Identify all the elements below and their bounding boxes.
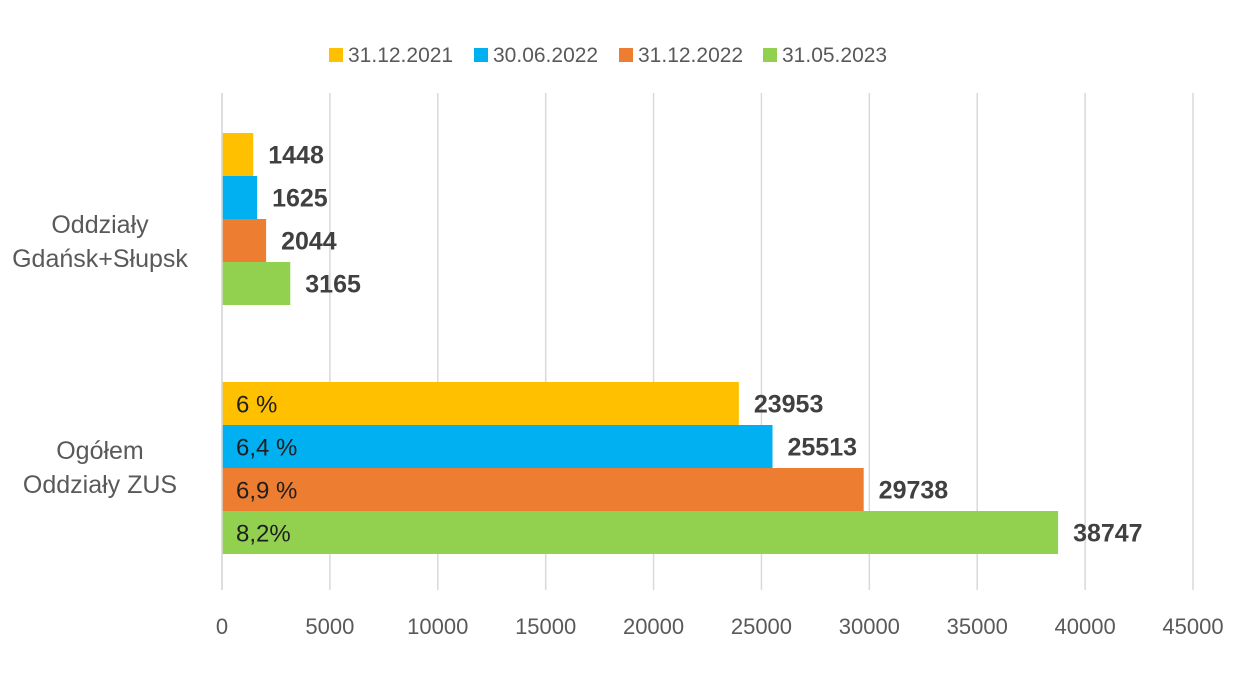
x-tick-label: 0 (216, 614, 228, 639)
x-tick-label: 40000 (1055, 614, 1116, 639)
legend-swatch (619, 48, 633, 62)
bar (222, 133, 254, 176)
bar (222, 382, 739, 425)
value-label: 1625 (272, 185, 328, 213)
value-label: 2044 (281, 228, 337, 256)
percent-label: 6 % (236, 392, 277, 419)
value-label: 29738 (879, 477, 949, 505)
x-tick-label: 20000 (623, 614, 684, 639)
x-tick-label: 35000 (947, 614, 1008, 639)
category-label: Ogółem Oddziały ZUS (23, 437, 177, 499)
x-tick-label: 15000 (515, 614, 576, 639)
y-axis-categories: Oddziały Gdańsk+Słupsk Ogółem Oddziały ZUS (12, 211, 188, 499)
gridlines (221, 93, 1194, 590)
bar (222, 219, 267, 262)
legend: 31.12.2021 30.06.2022 31.12.2022 31.05.2023 (329, 44, 887, 67)
x-tick-label: 25000 (731, 614, 792, 639)
percent-label: 6,9 % (236, 478, 297, 505)
bar (222, 262, 291, 305)
value-label: 3165 (305, 271, 361, 299)
value-label: 1448 (268, 142, 324, 170)
legend-label: 31.05.2023 (782, 44, 887, 67)
data-labels: 1448 23953 6 % 1625 25513 6,4 % 2044 29738 6,9 %… (236, 142, 1143, 548)
legend-label: 31.12.2022 (638, 44, 743, 67)
value-label: 23953 (754, 391, 824, 419)
percent-label: 8,2% (236, 521, 291, 548)
x-tick-label: 10000 (407, 614, 468, 639)
bars (222, 133, 1059, 554)
value-label: 38747 (1073, 520, 1143, 548)
bar (222, 425, 773, 468)
legend-label: 30.06.2022 (493, 44, 598, 67)
value-label: 25513 (788, 434, 858, 462)
bar (222, 468, 864, 511)
x-tick-label: 45000 (1162, 614, 1223, 639)
legend-label: 31.12.2021 (348, 44, 453, 67)
x-axis: 0 5000 10000 15000 20000 25000 30000 35000 40000… (216, 93, 1224, 639)
legend-swatch (329, 48, 343, 62)
x-tick-label: 5000 (305, 614, 354, 639)
bar (222, 176, 258, 219)
percent-label: 6,4 % (236, 435, 297, 462)
legend-swatch (763, 48, 777, 62)
legend-swatch (474, 48, 488, 62)
category-label: Oddziały Gdańsk+Słupsk (12, 211, 188, 273)
bar (222, 511, 1059, 554)
x-tick-label: 30000 (839, 614, 900, 639)
